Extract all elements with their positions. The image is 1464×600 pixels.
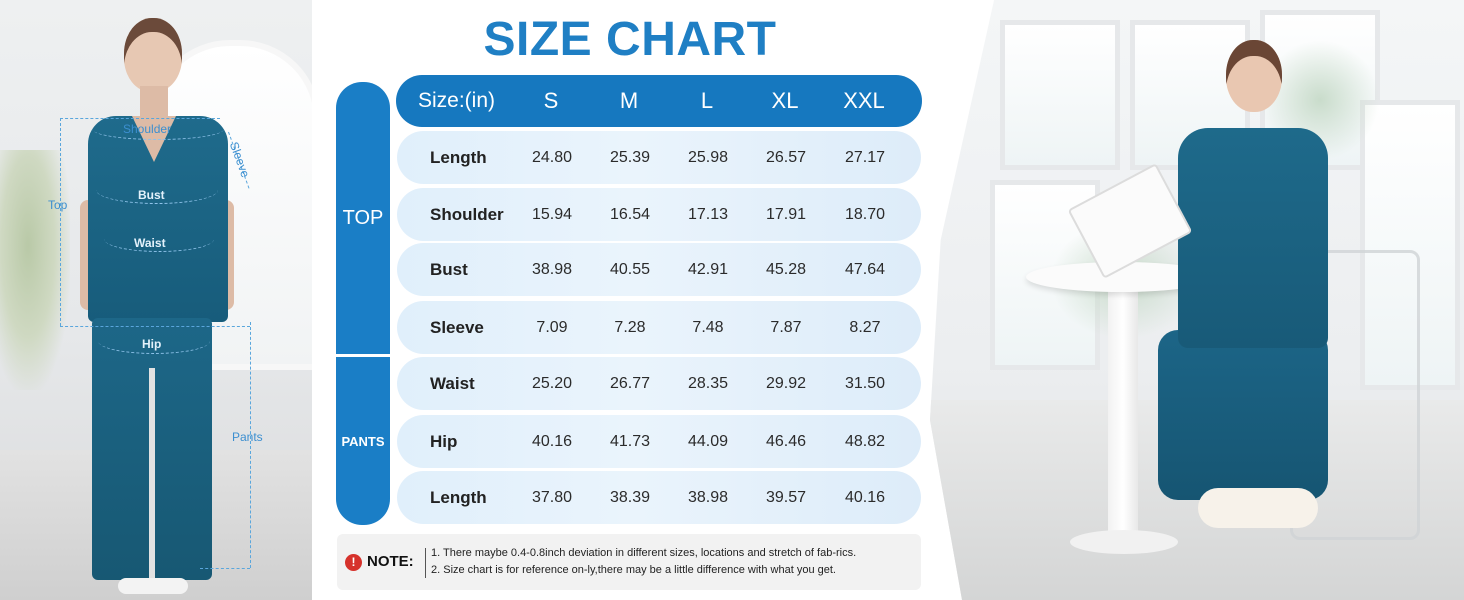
- row-label: Waist: [430, 373, 475, 393]
- table-row: Waist 25.20 26.77 28.35 29.92 31.50: [397, 357, 921, 410]
- cell-value: 46.46: [765, 432, 807, 450]
- row-label: Hip: [430, 431, 458, 451]
- fluffy-slippers: [1198, 488, 1318, 528]
- cell-value: 27.17: [844, 148, 886, 166]
- waist-label: Waist: [134, 236, 166, 250]
- model-measurement-photo: Shoulder Sleeve Bust Top Waist Hip Pants: [0, 0, 312, 600]
- cell-value: 18.70: [844, 205, 886, 223]
- cell-value: 39.57: [765, 488, 807, 506]
- scrub-top: [1178, 128, 1328, 348]
- group-tab-top: TOP: [336, 82, 390, 354]
- model-head: [124, 18, 182, 92]
- cell-value: 40.16: [531, 432, 573, 450]
- cell-value: 25.98: [687, 148, 729, 166]
- table-row: Sleeve 7.09 7.28 7.48 7.87 8.27: [397, 301, 921, 354]
- table-row: Length 37.80 38.39 38.98 39.57 40.16: [397, 471, 921, 524]
- note-box: ! NOTE: 1. There maybe 0.4-0.8inch devia…: [337, 534, 921, 590]
- cell-value: 7.28: [614, 318, 646, 336]
- row-label: Sleeve: [430, 317, 484, 337]
- pants-guide-line-vertical: [250, 322, 251, 568]
- cell-value: 16.54: [609, 205, 651, 223]
- cell-value: 26.57: [765, 148, 807, 166]
- cell-value: 26.77: [609, 374, 651, 392]
- top-guide-line-lower: [60, 326, 250, 327]
- table-row: Length 24.80 25.39 25.98 26.57 27.17: [397, 131, 921, 184]
- shoulder-label: Shoulder: [123, 122, 172, 136]
- pants-guide-line-lower: [200, 568, 250, 569]
- note-label: NOTE:: [367, 553, 414, 570]
- model-head: [1226, 40, 1282, 112]
- cell-value: 31.50: [844, 374, 886, 392]
- bust-label: Bust: [138, 188, 165, 202]
- note-line-2: 2. Size chart is for reference on-ly,the…: [431, 564, 836, 576]
- note-line-1: 1. There maybe 0.4-0.8inch deviation in …: [431, 547, 857, 559]
- cell-value: 15.94: [531, 205, 573, 223]
- header-size-xl: XL: [771, 88, 799, 113]
- table-base: [1070, 530, 1178, 554]
- shoulder-guide-curve: [92, 118, 224, 140]
- group-label-top: TOP: [342, 206, 384, 229]
- cell-value: 17.91: [765, 205, 807, 223]
- row-label: Shoulder: [430, 204, 504, 224]
- cell-value: 45.28: [765, 260, 807, 278]
- size-header-row: Size:(in) S M L XL XXL: [396, 75, 922, 127]
- top-guide-line-vertical: [60, 118, 61, 326]
- cell-value: 25.39: [609, 148, 651, 166]
- background-plant: [0, 150, 70, 390]
- table-row: Bust 38.98 40.55 42.91 45.28 47.64: [397, 243, 921, 296]
- cell-value: 8.27: [849, 318, 881, 336]
- cell-value: 41.73: [609, 432, 651, 450]
- bust-guide-curve: [96, 176, 218, 204]
- cell-value: 37.80: [531, 488, 573, 506]
- header-unit: Size:(in): [418, 89, 496, 112]
- pants-length-label: Pants: [232, 430, 263, 444]
- cell-value: 38.98: [687, 488, 729, 506]
- header-size-s: S: [543, 88, 559, 113]
- table-row: Shoulder 15.94 16.54 17.13 17.91 18.70: [397, 188, 921, 241]
- background-window: [1000, 20, 1120, 170]
- model-neck: [140, 86, 168, 120]
- seated-model-photo: [930, 0, 1464, 600]
- cell-value: 7.87: [770, 318, 802, 336]
- hip-guide-curve: [98, 328, 210, 354]
- header-size-xxl: XXL: [843, 88, 885, 113]
- waist-guide-curve: [104, 226, 214, 252]
- cell-value: 7.48: [692, 318, 724, 336]
- cell-value: 44.09: [687, 432, 729, 450]
- scrub-pants: [1158, 330, 1328, 500]
- header-size-l: L: [700, 88, 714, 113]
- header-size-m: M: [619, 88, 639, 113]
- cell-value: 24.80: [531, 148, 573, 166]
- note-divider: [425, 548, 426, 578]
- row-label: Length: [430, 487, 487, 507]
- cell-value: 7.09: [536, 318, 568, 336]
- page-title: SIZE CHART: [483, 13, 777, 66]
- cell-value: 38.98: [531, 260, 573, 278]
- top-length-label: Top: [48, 198, 68, 212]
- cell-value: 28.35: [687, 374, 729, 392]
- scrub-pants: [92, 318, 212, 580]
- hip-label: Hip: [142, 337, 162, 351]
- cell-value: 47.64: [844, 260, 886, 278]
- cell-value: 17.13: [687, 205, 729, 223]
- row-label: Bust: [430, 259, 468, 279]
- cell-value: 42.91: [687, 260, 729, 278]
- group-tab-pants: PANTS: [336, 357, 390, 525]
- model-shoes: [118, 578, 188, 594]
- cell-value: 38.39: [609, 488, 651, 506]
- row-label: Length: [430, 147, 487, 167]
- cell-value: 40.16: [844, 488, 886, 506]
- cell-value: 40.55: [609, 260, 651, 278]
- table-stem: [1108, 286, 1138, 546]
- cell-value: 25.20: [531, 374, 573, 392]
- cell-value: 29.92: [765, 374, 807, 392]
- table-row: Hip 40.16 41.73 44.09 46.46 48.82: [397, 415, 921, 468]
- cell-value: 48.82: [844, 432, 886, 450]
- group-label-pants: PANTS: [341, 433, 385, 449]
- warning-icon: !: [345, 554, 362, 571]
